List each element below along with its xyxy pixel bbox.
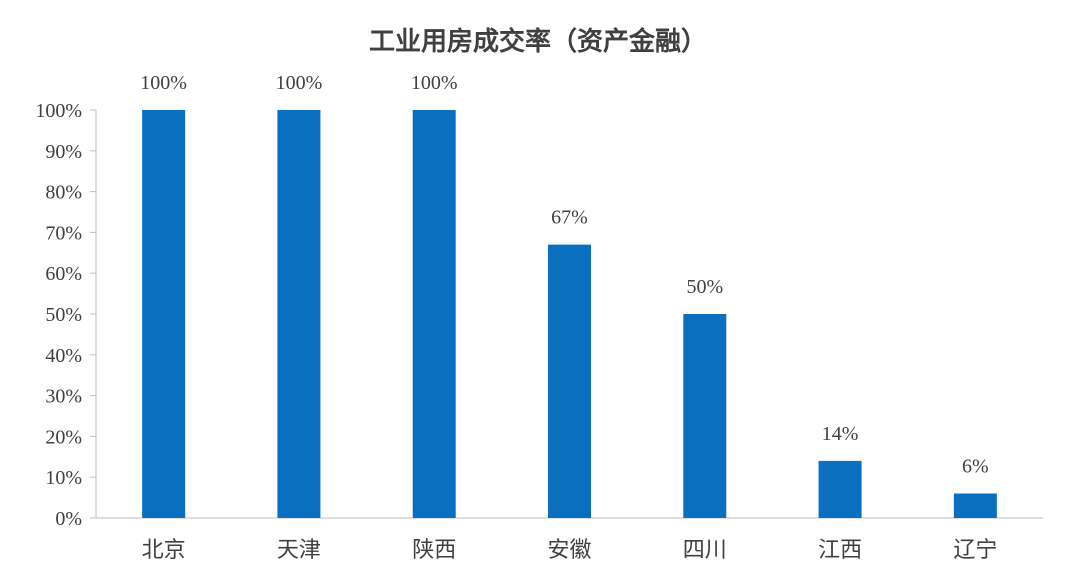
y-tick-label: 50%	[45, 304, 82, 326]
x-tick-label: 北京	[142, 538, 186, 563]
x-tick-label: 陕西	[412, 538, 456, 563]
data-label: 67%	[551, 207, 588, 229]
x-axis-ticks: 北京 天津 陕西 安徽 四川 江西 辽宁	[142, 538, 998, 563]
y-tick-label: 0%	[55, 508, 82, 530]
y-tick-label: 30%	[45, 386, 82, 408]
y-tick-label: 20%	[45, 426, 82, 448]
x-tick-label: 天津	[277, 538, 321, 563]
y-tick-label: 70%	[45, 222, 82, 244]
data-label: 100%	[140, 72, 187, 94]
y-tick-label: 60%	[45, 263, 82, 285]
y-tick-label: 100%	[35, 100, 82, 122]
y-tick-label: 80%	[45, 182, 82, 204]
bar	[683, 314, 727, 518]
bar	[277, 110, 321, 518]
bar	[818, 460, 862, 518]
y-axis-ticks: 0% 10% 20% 30% 40% 50% 60% 70% 80% 90% 100%	[35, 100, 96, 530]
x-tick-label: 江西	[818, 538, 862, 563]
bar	[953, 493, 997, 518]
chart-title: 工业用房成交率（资产金融）	[369, 26, 707, 57]
data-label: 100%	[411, 72, 458, 94]
y-tick-label: 90%	[45, 141, 82, 163]
data-label: 50%	[686, 276, 723, 298]
bar	[548, 244, 591, 518]
bar	[412, 110, 456, 518]
data-label: 100%	[276, 72, 323, 94]
bars	[142, 110, 997, 518]
bar	[142, 110, 186, 518]
x-tick-label: 辽宁	[953, 538, 997, 563]
x-tick-label: 四川	[683, 538, 727, 563]
y-tick-label: 10%	[45, 467, 82, 489]
y-tick-label: 40%	[45, 345, 82, 367]
data-label: 6%	[962, 456, 989, 478]
data-labels: 100% 100% 100% 67% 50% 14% 6%	[140, 72, 988, 478]
data-label: 14%	[822, 423, 859, 445]
x-tick-label: 安徽	[547, 538, 591, 563]
